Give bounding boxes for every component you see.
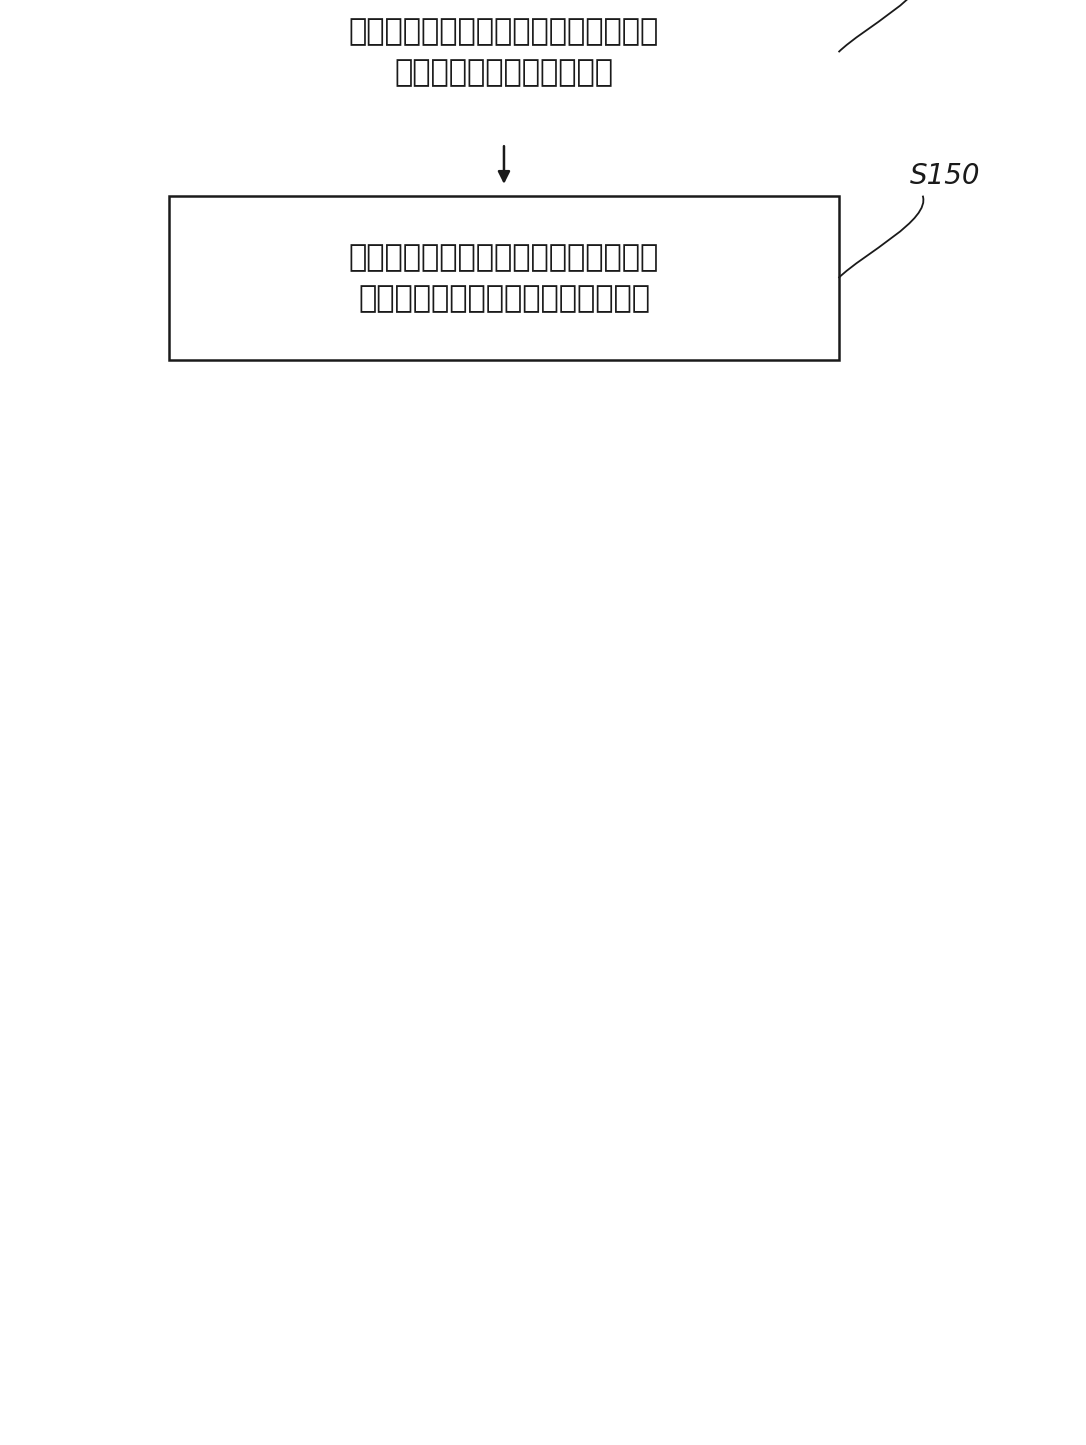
Text: S150: S150 — [910, 162, 981, 191]
Text: 建立辊涂设备辊径、辊间压力、转速比
和咬合量之间的对应关系表: 建立辊涂设备辊径、辊间压力、转速比 和咬合量之间的对应关系表 — [349, 17, 659, 87]
Text: 基于对应关系表通过工作罐中的钝化液
对升温后的待钝化钢卷进行顺涂钝化: 基于对应关系表通过工作罐中的钝化液 对升温后的待钝化钢卷进行顺涂钝化 — [349, 243, 659, 312]
Bar — [169, 0, 838, 134]
Bar — [169, 195, 838, 360]
